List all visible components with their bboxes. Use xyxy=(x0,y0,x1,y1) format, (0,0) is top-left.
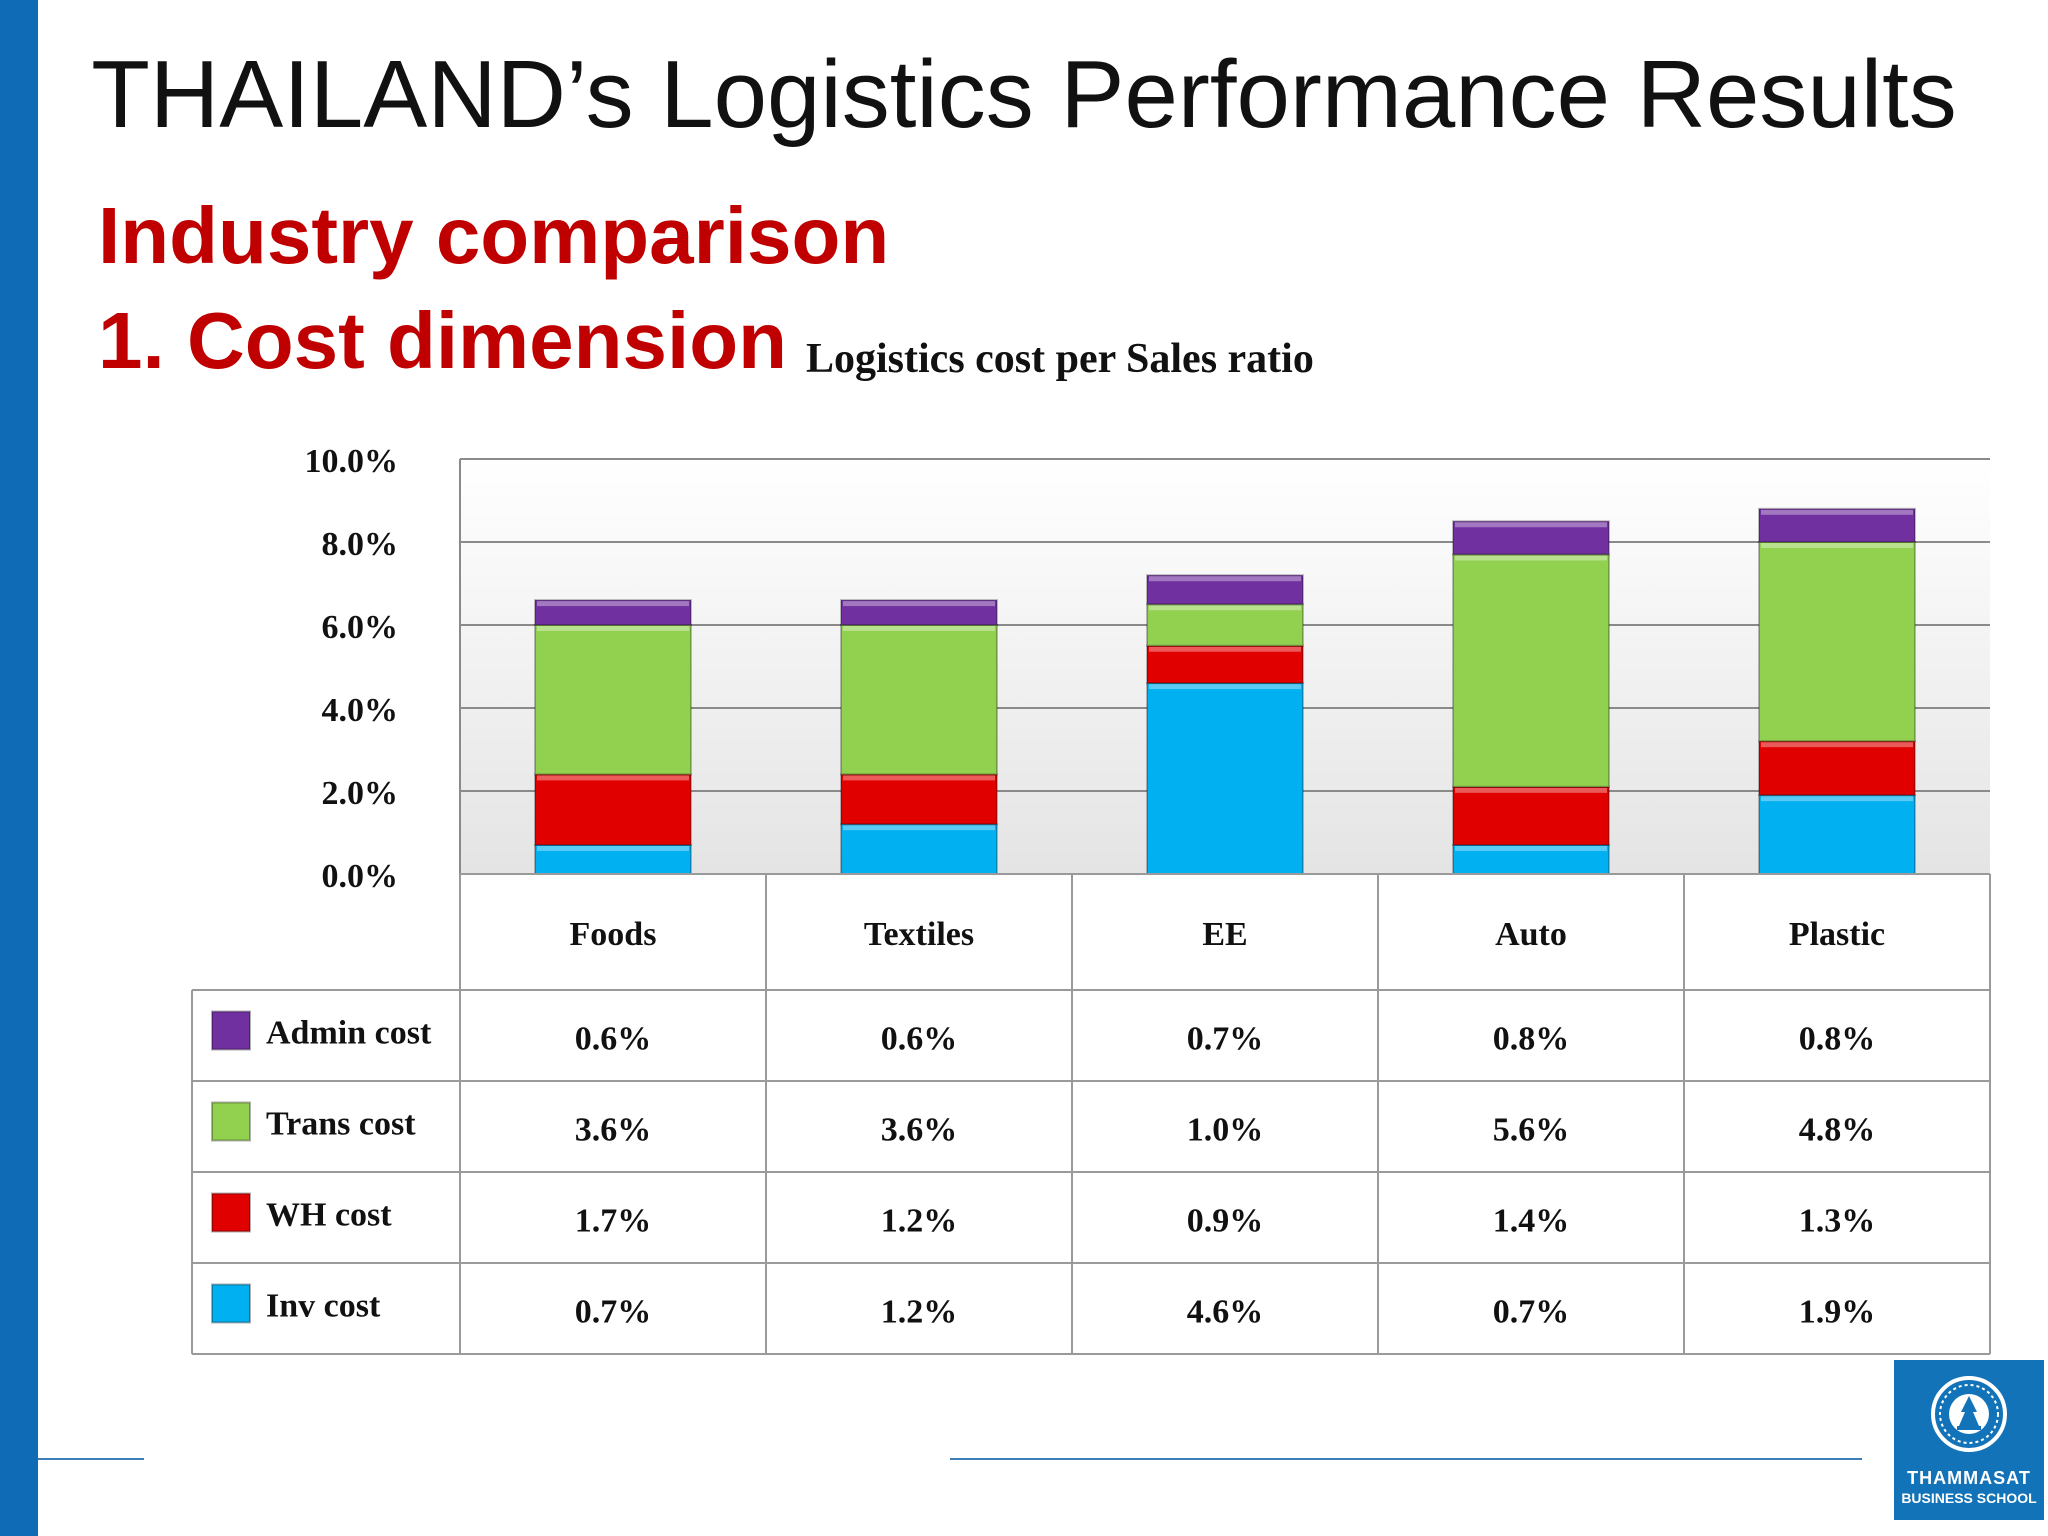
data-label-trans-cost-plastic: 4.8% xyxy=(1799,1112,1876,1149)
data-table: Foods Textiles EE Auto Plastic Admin cost 0.6%… xyxy=(191,873,1991,1355)
bar-highlight xyxy=(1761,543,1913,548)
bar-highlight xyxy=(1761,509,1913,515)
bar-trans-cost-auto xyxy=(1452,553,1610,788)
emblem-icon xyxy=(1931,1376,2007,1452)
subtitle-cost-dimension: 1. Cost dimension xyxy=(98,296,787,385)
y-tick-label: 8.0% xyxy=(322,526,399,563)
data-label-wh-cost-plastic: 1.3% xyxy=(1799,1203,1876,1240)
bar-highlight xyxy=(537,601,689,607)
legend-label-admin-cost: Admin cost xyxy=(266,1015,432,1052)
category-label-textiles: Textiles xyxy=(864,916,974,953)
bar-highlight xyxy=(843,775,995,781)
bar-highlight xyxy=(1149,576,1301,582)
bar-admin-cost-ee xyxy=(1146,574,1304,606)
bar-highlight xyxy=(1455,522,1607,528)
data-label-trans-cost-auto: 5.6% xyxy=(1493,1112,1570,1149)
bar-highlight xyxy=(1149,646,1301,652)
category-label-foods: Foods xyxy=(570,916,657,953)
data-label-trans-cost-textiles: 3.6% xyxy=(881,1112,958,1149)
data-label-trans-cost-foods: 3.6% xyxy=(575,1112,652,1149)
legend-label-trans-cost: Trans cost xyxy=(266,1106,416,1143)
y-axis-tick-labels: 0.0% 2.0% 4.0% 6.0% 8.0% 10.0% xyxy=(305,443,399,895)
y-tick-label: 2.0% xyxy=(322,775,399,812)
data-label-trans-cost-ee: 1.0% xyxy=(1187,1112,1264,1149)
bar-trans-cost-foods xyxy=(534,624,692,776)
bar-inv-cost-plastic xyxy=(1758,794,1916,876)
data-label-inv-cost-foods: 0.7% xyxy=(575,1294,652,1331)
data-label-inv-cost-textiles: 1.2% xyxy=(881,1294,958,1331)
bar-highlight xyxy=(537,845,689,851)
footer-line-right xyxy=(950,1458,1862,1460)
bar-inv-cost-auto xyxy=(1452,843,1610,876)
thammasat-logo: THAMMASAT BUSINESS SCHOOL xyxy=(1892,1358,2046,1522)
bar-highlight xyxy=(1149,684,1301,690)
legend-key-inv-cost xyxy=(211,1283,251,1324)
bar-highlight xyxy=(1761,796,1913,802)
bar-highlight xyxy=(843,626,995,631)
data-label-inv-cost-plastic: 1.9% xyxy=(1799,1294,1876,1331)
bar-highlight xyxy=(843,825,995,831)
y-tick-label: 0.0% xyxy=(322,858,399,895)
bar-trans-cost-plastic xyxy=(1758,541,1916,743)
bar-highlight xyxy=(537,775,689,781)
bars xyxy=(534,507,1916,876)
legend-key-wh-cost xyxy=(211,1192,251,1233)
subtitle-industry-comparison: Industry comparison xyxy=(98,191,890,280)
bar-wh-cost-ee xyxy=(1146,644,1304,685)
y-tick-label: 10.0% xyxy=(305,443,399,480)
left-accent-bar xyxy=(0,0,38,1536)
data-label-wh-cost-auto: 1.4% xyxy=(1493,1203,1570,1240)
bar-highlight xyxy=(1455,787,1607,793)
legend-label-wh-cost: WH cost xyxy=(266,1197,392,1234)
legend-key-trans-cost xyxy=(211,1101,251,1142)
bar-highlight xyxy=(1455,555,1607,561)
category-label-ee: EE xyxy=(1202,916,1247,953)
bar-trans-cost-ee xyxy=(1146,603,1304,647)
data-label-inv-cost-ee: 4.6% xyxy=(1187,1294,1264,1331)
bar-inv-cost-textiles xyxy=(840,823,998,876)
slide-title: THAILAND’s Logistics Performance Results xyxy=(91,41,1957,148)
data-label-admin-cost-textiles: 0.6% xyxy=(881,1021,958,1058)
data-label-wh-cost-ee: 0.9% xyxy=(1187,1203,1264,1240)
logo-text-thammasat: THAMMASAT xyxy=(1907,1468,2031,1488)
bar-admin-cost-foods xyxy=(534,599,692,626)
legend-key-admin-cost xyxy=(211,1010,251,1051)
category-label-plastic: Plastic xyxy=(1789,916,1885,953)
data-label-admin-cost-auto: 0.8% xyxy=(1493,1021,1570,1058)
bar-highlight xyxy=(843,601,995,607)
bar-wh-cost-plastic xyxy=(1758,740,1916,797)
bar-admin-cost-textiles xyxy=(840,599,998,626)
data-label-wh-cost-foods: 1.7% xyxy=(575,1203,652,1240)
logo-text-business-school: BUSINESS SCHOOL xyxy=(1901,1490,2037,1506)
data-label-admin-cost-ee: 0.7% xyxy=(1187,1021,1264,1058)
data-label-admin-cost-foods: 0.6% xyxy=(575,1021,652,1058)
category-label-auto: Auto xyxy=(1495,916,1567,953)
legend-label-inv-cost: Inv cost xyxy=(266,1288,381,1325)
bar-inv-cost-ee xyxy=(1146,682,1304,875)
bar-highlight xyxy=(1761,742,1913,748)
y-tick-label: 6.0% xyxy=(322,609,399,646)
bar-admin-cost-auto xyxy=(1452,520,1610,556)
stacked-bar-chart-with-data-table: 0.0% 2.0% 4.0% 6.0% 8.0% 10.0% Foods Textiles E… xyxy=(191,443,1991,1355)
bar-wh-cost-auto xyxy=(1452,785,1610,846)
data-label-wh-cost-textiles: 1.2% xyxy=(881,1203,958,1240)
footer-line-left xyxy=(38,1458,144,1460)
bar-highlight xyxy=(1455,845,1607,851)
bar-highlight xyxy=(537,626,689,631)
y-tick-label: 4.0% xyxy=(322,692,399,729)
data-label-inv-cost-auto: 0.7% xyxy=(1493,1294,1570,1331)
data-label-admin-cost-plastic: 0.8% xyxy=(1799,1021,1876,1058)
bar-wh-cost-textiles xyxy=(840,773,998,826)
bar-trans-cost-textiles xyxy=(840,624,998,776)
bar-admin-cost-plastic xyxy=(1758,507,1916,543)
bar-wh-cost-foods xyxy=(534,773,692,846)
chart-title: Logistics cost per Sales ratio xyxy=(806,336,1314,382)
bar-highlight xyxy=(1149,605,1301,611)
